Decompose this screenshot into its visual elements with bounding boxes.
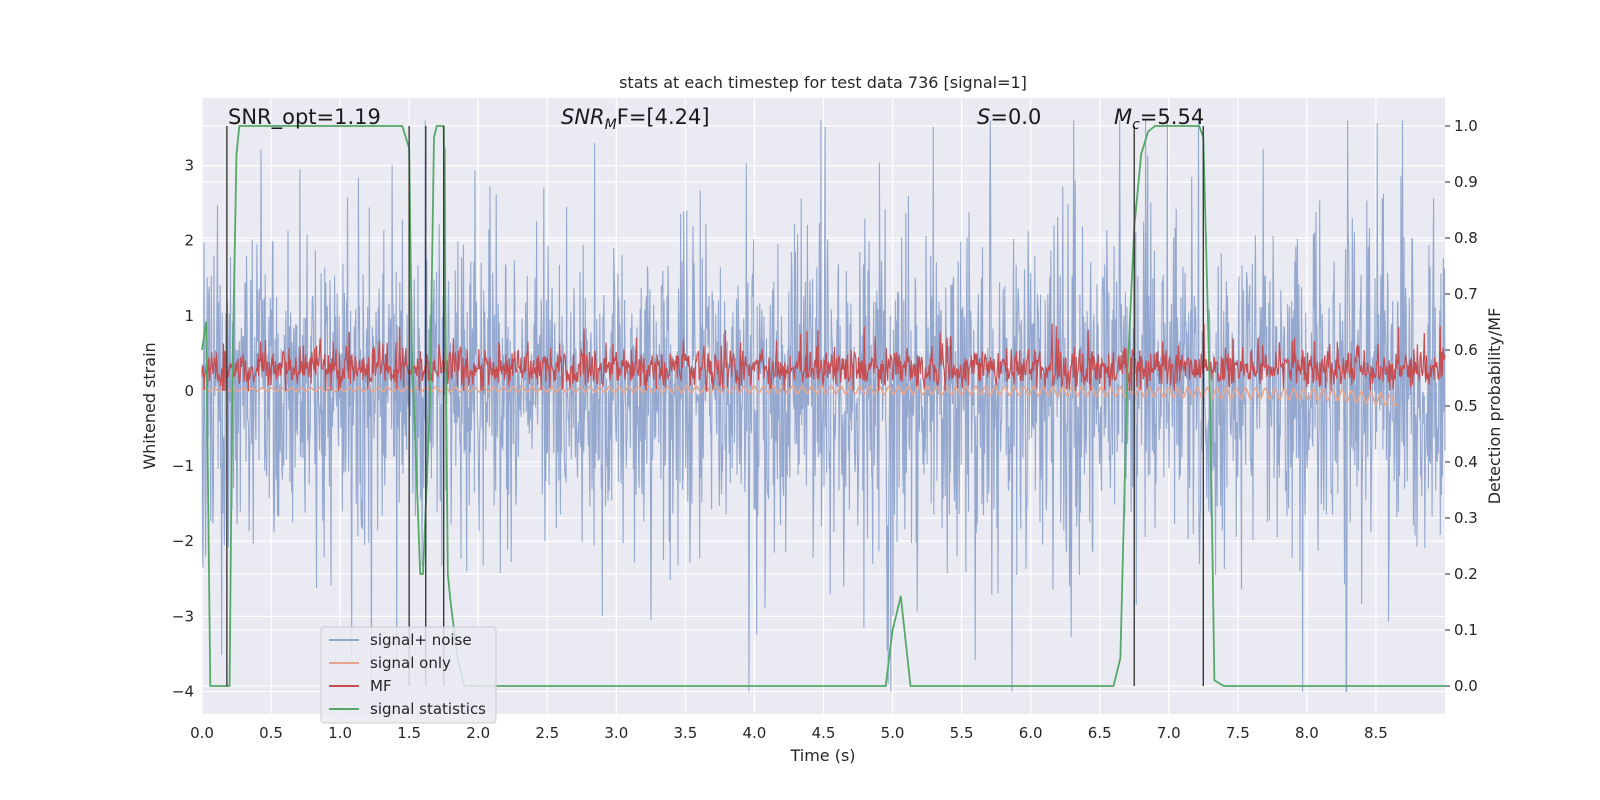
x-tick-labels: 0.0 0.5 1.0 1.5 2.0 2.5 3.0 3.5 4.0 4.5 5.0 5.5 6.0 6… [190, 724, 1388, 742]
y-right-tick-label-8: 0.8 [1454, 229, 1478, 247]
x-tick-label-15: 7.5 [1226, 724, 1250, 742]
x-tick-label-11: 5.5 [950, 724, 974, 742]
series-signal-only [201, 384, 1398, 408]
y-right-tick-label-2: 0.2 [1454, 565, 1478, 583]
x-tick-label-0: 0.0 [190, 724, 214, 742]
legend-box [320, 626, 497, 724]
annotation-mc: Mc=5.54 [1114, 105, 1204, 133]
line-signal-only [201, 384, 1398, 408]
legend-label-signal-noise: signal+ noise [370, 631, 472, 649]
y-tick-label-7: 3 [184, 157, 194, 175]
y-right-tick-label-9: 0.9 [1454, 173, 1478, 191]
y-right-tick-label-7: 0.7 [1454, 285, 1478, 303]
y-right-tick-label-6: 0.6 [1454, 341, 1478, 359]
y-tick-label-4: 0 [184, 382, 194, 400]
annotation-s-main: S [977, 105, 990, 129]
y-right-tick-label-5: 0.5 [1454, 397, 1478, 415]
y-right-tick-labels: 0.0 0.1 0.2 0.3 0.4 0.5 0.6 0.7 0.8 0.9 1.0 [1445, 117, 1478, 695]
y-tick-label-1: −3 [172, 607, 194, 625]
y-right-tick-label-0: 0.0 [1454, 677, 1478, 695]
annotation-mc-sub: c [1132, 117, 1140, 133]
y-tick-label-5: 1 [184, 307, 194, 325]
x-axis-label: Time (s) [789, 746, 855, 765]
annotation-snr-mf: SNRMF=[4.24] [561, 105, 710, 133]
x-tick-label-2: 1.0 [328, 724, 352, 742]
legend: signal+ noise signal only MF signal stat… [320, 626, 497, 724]
legend-label-mf: MF [370, 677, 392, 695]
annotation-mc-main: M [1114, 105, 1132, 129]
annotation-snr-mf-tail: F=[4.24] [617, 105, 710, 129]
annotation-mc-tail: =5.54 [1140, 105, 1204, 129]
x-tick-label-10: 5.0 [881, 724, 905, 742]
x-tick-label-9: 4.5 [812, 724, 836, 742]
x-tick-label-1: 0.5 [259, 724, 283, 742]
annotation-snr-opt: SNR_opt=1.19 [228, 105, 381, 130]
x-tick-label-8: 4.0 [743, 724, 767, 742]
y-tick-label-6: 2 [184, 232, 194, 250]
vertical-markers [226, 126, 1205, 686]
x-tick-label-3: 1.5 [397, 724, 421, 742]
x-tick-label-5: 2.5 [535, 724, 559, 742]
y-tick-label-3: −1 [172, 457, 194, 475]
y-right-tick-label-1: 0.1 [1454, 621, 1478, 639]
x-tick-label-16: 8.0 [1295, 724, 1319, 742]
x-tick-label-7: 3.5 [673, 724, 697, 742]
annotation-snr-mf-sub: M [605, 117, 617, 133]
x-tick-label-14: 7.0 [1157, 724, 1181, 742]
y-tick-label-2: −2 [172, 532, 194, 550]
y-right-tick-label-4: 0.4 [1454, 453, 1478, 471]
annotation-s-tail: =0.0 [990, 105, 1041, 129]
x-tick-label-17: 8.5 [1364, 724, 1388, 742]
y-right-axis-label: Detection probability/MF [1485, 308, 1504, 505]
x-tick-label-4: 2.0 [466, 724, 490, 742]
y-right-tick-label-10: 1.0 [1454, 117, 1478, 135]
x-tick-label-13: 6.5 [1088, 724, 1112, 742]
y-tick-labels: −4 −3 −2 −1 0 1 2 3 [172, 157, 194, 701]
legend-label-signal-only: signal only [370, 654, 451, 672]
annotation-s: S=0.0 [977, 105, 1041, 129]
y-right-tick-label-3: 0.3 [1454, 509, 1478, 527]
chart-title: stats at each timestep for test data 736… [619, 73, 1027, 92]
x-tick-label-6: 3.0 [604, 724, 628, 742]
legend-label-signal-statistics: signal statistics [370, 700, 486, 718]
y-axis-label: Whitened strain [140, 342, 159, 469]
y-tick-label-0: −4 [172, 682, 194, 700]
x-tick-label-12: 6.0 [1019, 724, 1043, 742]
annotation-snr-mf-main: SNR [561, 105, 605, 129]
